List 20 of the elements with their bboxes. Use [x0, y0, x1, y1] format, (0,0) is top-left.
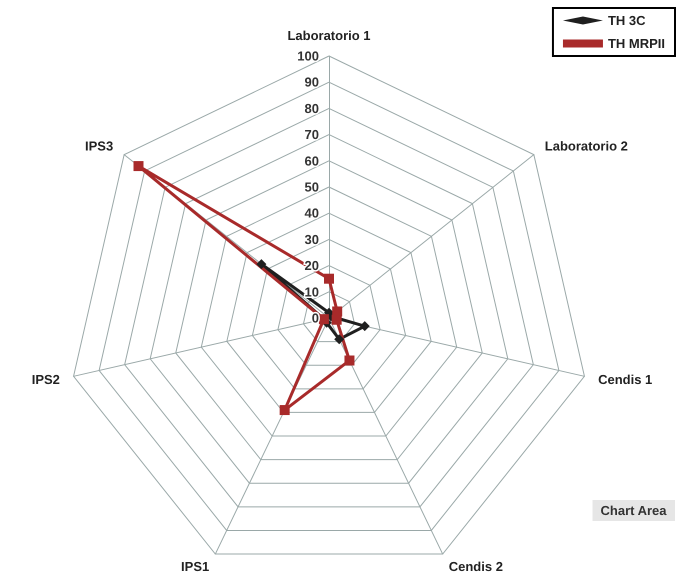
spoke-label: IPS2: [32, 372, 60, 387]
legend-label: TH 3C: [608, 13, 646, 28]
spoke-label: IPS3: [85, 138, 114, 154]
y-tick-label: 0: [312, 310, 319, 326]
y-tick-label: 80: [304, 100, 319, 116]
y-tick-label: 10: [304, 284, 319, 300]
y-tick-label: 50: [304, 180, 319, 194]
spoke-label: Cendis 1: [598, 372, 652, 387]
y-tick-label: 100: [297, 48, 319, 64]
legend-label: TH MRPII: [608, 36, 666, 51]
y-tick-label: 70: [304, 127, 319, 142]
spoke-label: Cendis 2: [448, 559, 503, 574]
spoke-label: IPS1: [181, 559, 210, 574]
y-tick-label: 60: [304, 153, 319, 168]
text: Chart Area: [600, 503, 668, 518]
spoke-label: Laboratorio 1: [287, 28, 371, 43]
spoke-label: Laboratorio 2: [544, 138, 628, 154]
y-tick-label: 90: [304, 74, 319, 90]
y-tick-label: 30: [304, 232, 319, 247]
y-tick-label: 40: [304, 206, 319, 221]
